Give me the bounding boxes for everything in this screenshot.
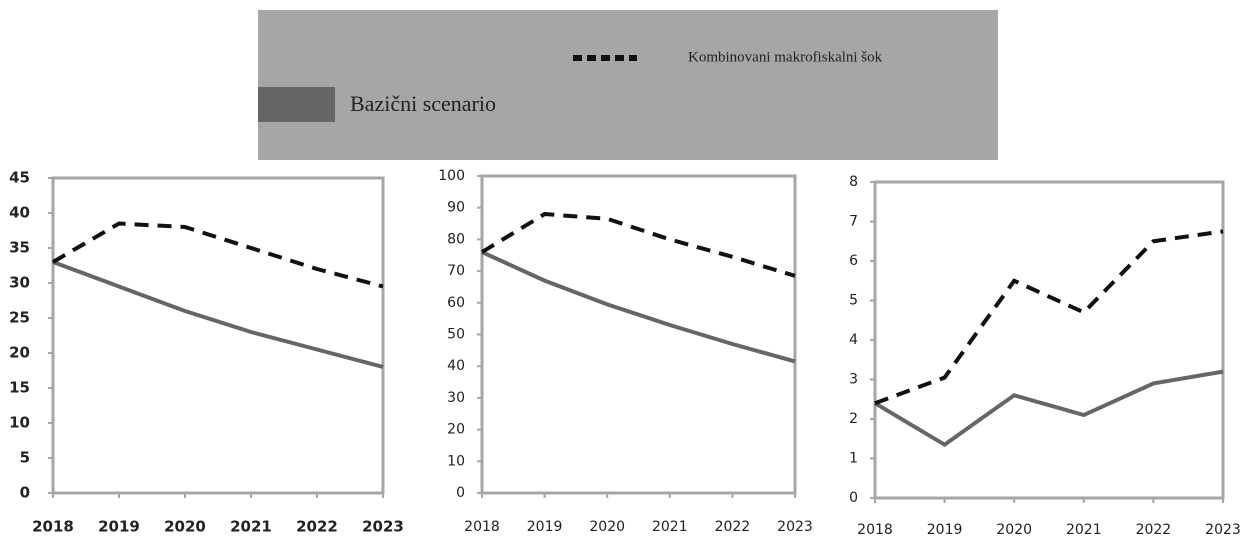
plot-frame (873, 180, 1225, 500)
legend-label: Bazični scenario (350, 91, 496, 116)
y-tick-label: 10 (447, 453, 465, 469)
y-tick-label: 10 (9, 414, 30, 432)
y-tick-label: 6 (849, 253, 858, 269)
y-tick-label: 1 (849, 451, 858, 467)
x-tick-label: 2018 (464, 519, 500, 535)
plot-frame (51, 176, 385, 495)
y-tick-label: 45 (9, 169, 30, 187)
x-tick-label: 2023 (777, 519, 813, 535)
series-line (51, 221, 384, 289)
x-tick-label: 2020 (164, 518, 206, 536)
chart: 0 10 20 30 40 50 60 70 80 90 100 2018 2019 2020 2021 20… (438, 168, 813, 535)
chart: 0 1 2 3 4 5 6 7 8 2018 2019 2020 2021 2022 2023 (849, 174, 1241, 537)
y-tick-label: 50 (447, 327, 465, 343)
y-tick-label: 100 (438, 168, 465, 184)
series-line (481, 250, 796, 364)
y-tick-label: 30 (9, 274, 30, 292)
y-tick-label: 40 (447, 358, 465, 374)
y-tick-label: 2 (849, 411, 858, 427)
legend-label: Kombinovani makrofiskalni šok (688, 49, 883, 65)
legend-box (258, 10, 998, 160)
y-tick-label: 90 (447, 200, 465, 216)
y-tick-label: 15 (9, 379, 30, 397)
y-tick-label: 70 (447, 263, 465, 279)
x-tick-label: 2019 (927, 522, 963, 537)
y-tick-label: 30 (447, 390, 465, 406)
y-tick-label: 5 (20, 449, 30, 467)
x-tick-label: 2021 (1066, 522, 1102, 537)
y-tick-label: 40 (9, 204, 30, 222)
x-tick-label: 2019 (527, 519, 563, 535)
x-tick-label: 2018 (857, 522, 893, 537)
x-tick-label: 2020 (996, 522, 1032, 537)
legend-swatch (258, 87, 335, 122)
x-tick-label: 2023 (1205, 522, 1241, 537)
y-tick-label: 0 (849, 490, 858, 506)
x-tick-label: 2022 (715, 519, 751, 535)
x-tick-label: 2022 (1136, 522, 1172, 537)
series-line (874, 229, 1224, 406)
y-tick-label: 80 (447, 231, 465, 247)
series-line (480, 211, 796, 278)
y-tick-label: 60 (447, 295, 465, 311)
y-tick-label: 3 (849, 372, 858, 388)
y-tick-label: 20 (9, 344, 30, 362)
y-tick-label: 25 (9, 309, 30, 327)
series-line (52, 260, 384, 369)
y-tick-label: 4 (849, 332, 858, 348)
y-tick-label: 20 (447, 422, 465, 438)
y-tick-label: 0 (20, 484, 30, 502)
x-tick-label: 2022 (296, 518, 338, 536)
x-tick-label: 2019 (98, 518, 140, 536)
x-tick-label: 2021 (652, 519, 688, 535)
chart: 0 5 10 15 20 25 30 35 40 45 2018 2019 2020 2021 2022 20… (9, 169, 404, 536)
y-tick-label: 7 (849, 214, 858, 230)
x-tick-label: 2020 (589, 519, 625, 535)
series-line (873, 369, 1224, 448)
x-tick-label: 2018 (32, 518, 74, 536)
y-tick-label: 35 (9, 239, 30, 257)
y-tick-label: 0 (456, 485, 465, 501)
y-tick-label: 8 (849, 174, 858, 190)
y-tick-label: 5 (849, 293, 858, 309)
x-tick-label: 2023 (362, 518, 404, 536)
x-tick-label: 2021 (230, 518, 272, 536)
